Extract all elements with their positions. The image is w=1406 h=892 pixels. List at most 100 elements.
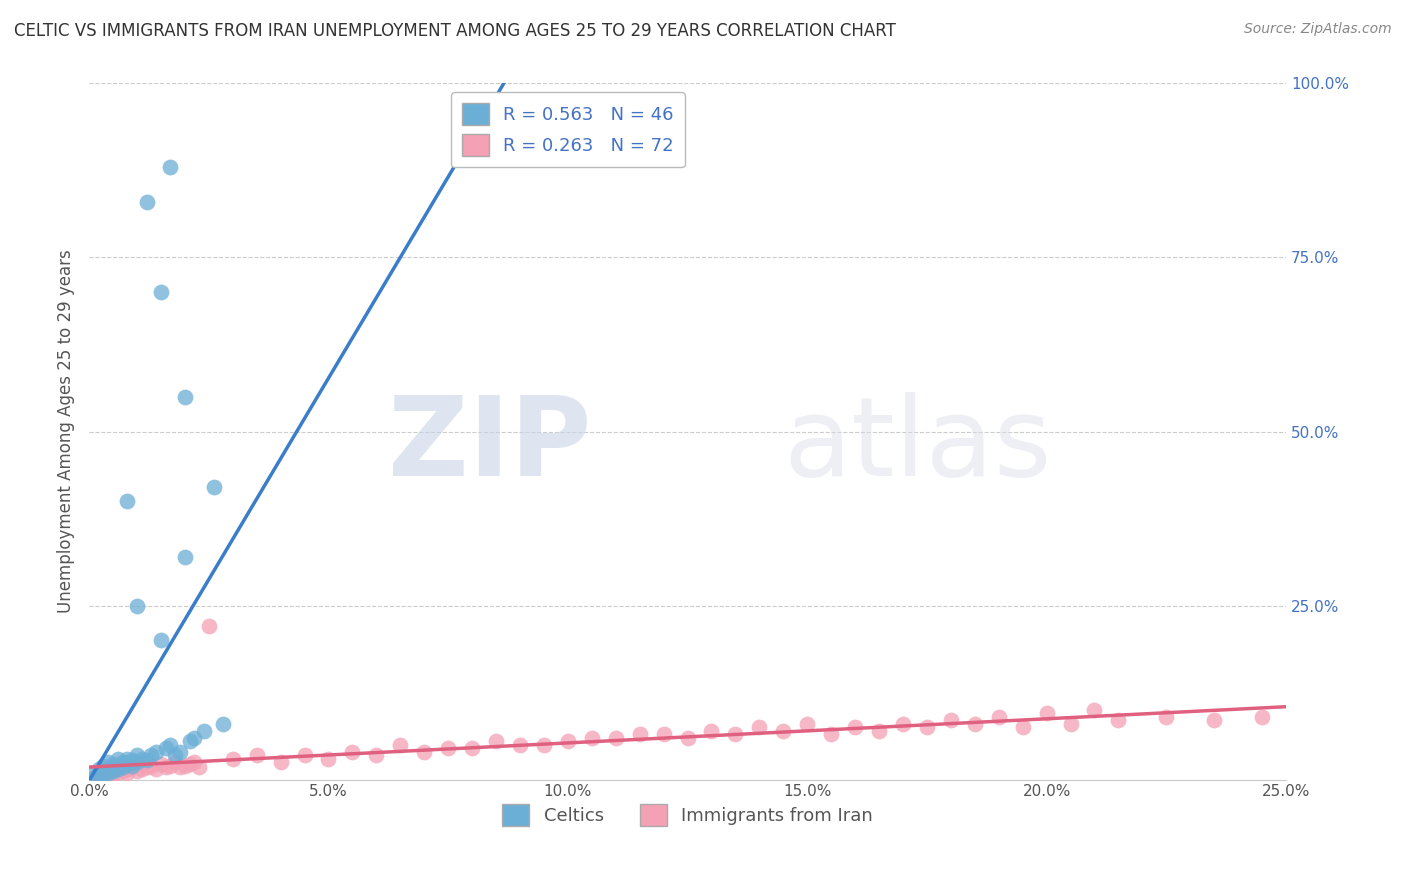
Point [97,755,120,769]
Point [93,758,115,772]
Point [342,745,364,759]
Point [97,768,120,782]
Point [117,757,139,772]
Point [155,741,177,756]
Text: Source: ZipAtlas.com: Source: ZipAtlas.com [1244,22,1392,37]
Point [987,710,1010,724]
Point [107,765,129,780]
Point [141,748,163,763]
Point [652,727,675,741]
Point [183,755,205,769]
Point [437,741,460,756]
Point [173,390,195,404]
Point [294,748,316,763]
Point [111,755,134,769]
Point [87,762,110,776]
Text: atlas: atlas [783,392,1052,499]
Point [125,764,148,779]
Point [131,762,153,776]
Point [145,745,167,759]
Point [748,720,770,734]
Text: CELTIC VS IMMIGRANTS FROM IRAN UNEMPLOYMENT AMONG AGES 25 TO 29 YEARS CORRELATIO: CELTIC VS IMMIGRANTS FROM IRAN UNEMPLOYM… [14,22,896,40]
Point [149,285,172,300]
Point [117,494,139,508]
Point [212,717,235,731]
Point [117,762,139,776]
Point [509,738,531,752]
Point [117,765,139,780]
Point [820,727,842,741]
Point [246,748,269,763]
Point [183,731,205,745]
Point [796,717,818,731]
Point [101,767,124,781]
Point [125,748,148,763]
Point [125,755,148,769]
Point [1204,714,1226,728]
Point [111,760,134,774]
Point [1251,710,1274,724]
Point [83,771,105,785]
Point [93,767,115,781]
Point [121,753,143,767]
Point [963,717,986,731]
Point [125,599,148,613]
Point [87,765,110,780]
Point [107,758,129,772]
Point [149,757,172,772]
Point [676,731,699,745]
Point [165,748,187,763]
Point [169,760,191,774]
Point [101,760,124,774]
Point [87,769,110,783]
Point [222,752,245,766]
Point [159,738,181,752]
Point [1035,706,1057,721]
Point [87,769,110,783]
Point [121,758,143,772]
Legend: Celtics, Immigrants from Iran: Celtics, Immigrants from Iran [495,797,880,833]
Y-axis label: Unemployment Among Ages 25 to 29 years: Unemployment Among Ages 25 to 29 years [58,250,75,614]
Point [93,765,115,780]
Point [891,717,914,731]
Point [193,723,215,738]
Point [87,767,110,781]
Point [724,727,747,741]
Point [173,549,195,564]
Point [145,762,167,776]
Point [83,767,105,781]
Point [318,752,340,766]
Point [135,760,157,774]
Point [155,760,177,774]
Point [97,765,120,780]
Point [485,734,508,748]
Point [101,757,124,772]
Point [97,764,120,779]
Text: ZIP: ZIP [388,392,592,499]
Point [107,762,129,776]
Point [169,745,191,759]
Point [461,741,484,756]
Point [93,764,115,779]
Point [605,731,627,745]
Point [1083,703,1105,717]
Point [165,755,187,769]
Point [93,770,115,784]
Point [141,758,163,772]
Point [1011,720,1033,734]
Point [533,738,555,752]
Point [101,764,124,779]
Point [111,758,134,772]
Point [121,760,143,774]
Point [159,160,181,174]
Point [700,723,723,738]
Point [179,757,201,772]
Point [179,734,201,748]
Point [135,194,157,209]
Point [97,762,120,776]
Point [628,727,651,741]
Point [117,752,139,766]
Point [202,480,225,494]
Point [389,738,412,752]
Point [197,619,219,633]
